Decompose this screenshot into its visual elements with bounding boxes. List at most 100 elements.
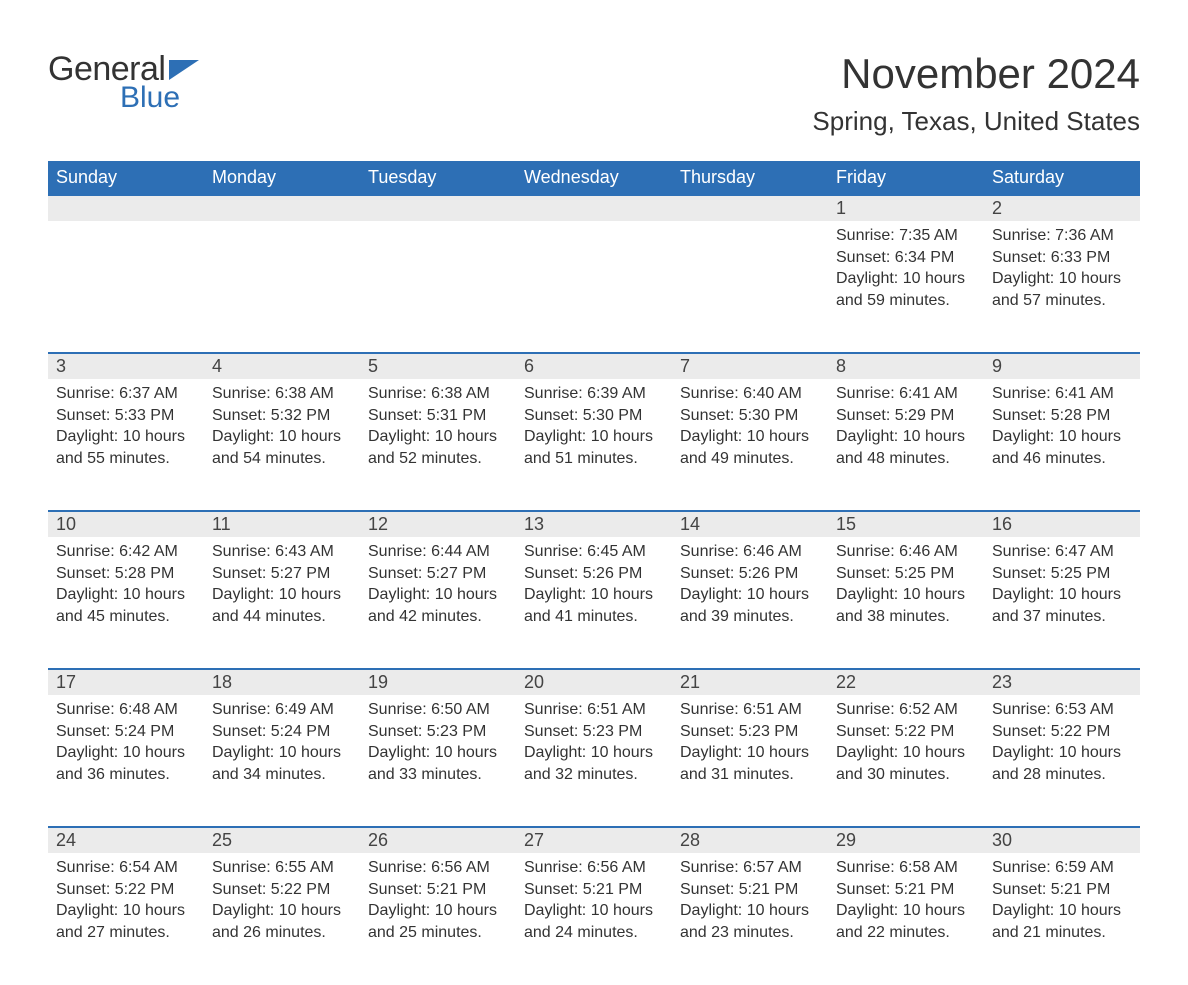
day-content-cell: Sunrise: 6:40 AMSunset: 5:30 PMDaylight:…: [672, 379, 828, 511]
day-number-cell: 23: [984, 669, 1140, 695]
week-daynum-row: 12: [48, 195, 1140, 221]
day-details: Sunrise: 6:57 AMSunset: 5:21 PMDaylight:…: [672, 853, 828, 943]
day-header: Wednesday: [516, 161, 672, 195]
day-header: Sunday: [48, 161, 204, 195]
day-content-cell: Sunrise: 6:57 AMSunset: 5:21 PMDaylight:…: [672, 853, 828, 985]
day-number-cell: 9: [984, 353, 1140, 379]
day-content-cell: Sunrise: 6:56 AMSunset: 5:21 PMDaylight:…: [516, 853, 672, 985]
day-content-cell: Sunrise: 7:35 AMSunset: 6:34 PMDaylight:…: [828, 221, 984, 353]
day-content-cell: Sunrise: 6:51 AMSunset: 5:23 PMDaylight:…: [516, 695, 672, 827]
day-details: Sunrise: 6:39 AMSunset: 5:30 PMDaylight:…: [516, 379, 672, 469]
day-number-cell: 7: [672, 353, 828, 379]
location-subtitle: Spring, Texas, United States: [812, 106, 1140, 137]
day-number-cell: 27: [516, 827, 672, 853]
day-number-cell: 29: [828, 827, 984, 853]
day-content-cell: Sunrise: 6:52 AMSunset: 5:22 PMDaylight:…: [828, 695, 984, 827]
day-details: Sunrise: 6:59 AMSunset: 5:21 PMDaylight:…: [984, 853, 1140, 943]
day-number-cell: 24: [48, 827, 204, 853]
month-title: November 2024: [812, 50, 1140, 98]
day-number-cell: 12: [360, 511, 516, 537]
day-number-cell: 14: [672, 511, 828, 537]
day-content-cell: Sunrise: 6:54 AMSunset: 5:22 PMDaylight:…: [48, 853, 204, 985]
week-content-row: Sunrise: 7:35 AMSunset: 6:34 PMDaylight:…: [48, 221, 1140, 353]
day-number-cell: 21: [672, 669, 828, 695]
day-details: Sunrise: 6:49 AMSunset: 5:24 PMDaylight:…: [204, 695, 360, 785]
day-content-cell: Sunrise: 6:41 AMSunset: 5:29 PMDaylight:…: [828, 379, 984, 511]
day-details: Sunrise: 6:48 AMSunset: 5:24 PMDaylight:…: [48, 695, 204, 785]
day-details: Sunrise: 6:50 AMSunset: 5:23 PMDaylight:…: [360, 695, 516, 785]
day-details: Sunrise: 6:41 AMSunset: 5:28 PMDaylight:…: [984, 379, 1140, 469]
day-details: Sunrise: 6:47 AMSunset: 5:25 PMDaylight:…: [984, 537, 1140, 627]
day-number-cell: [672, 195, 828, 221]
day-content-cell: Sunrise: 6:46 AMSunset: 5:26 PMDaylight:…: [672, 537, 828, 669]
day-number-cell: 4: [204, 353, 360, 379]
day-details: Sunrise: 6:58 AMSunset: 5:21 PMDaylight:…: [828, 853, 984, 943]
day-details: Sunrise: 6:52 AMSunset: 5:22 PMDaylight:…: [828, 695, 984, 785]
day-header: Monday: [204, 161, 360, 195]
day-number-cell: 10: [48, 511, 204, 537]
day-details: Sunrise: 6:53 AMSunset: 5:22 PMDaylight:…: [984, 695, 1140, 785]
day-details: Sunrise: 6:37 AMSunset: 5:33 PMDaylight:…: [48, 379, 204, 469]
day-content-cell: Sunrise: 6:38 AMSunset: 5:32 PMDaylight:…: [204, 379, 360, 511]
day-number-cell: 28: [672, 827, 828, 853]
week-content-row: Sunrise: 6:42 AMSunset: 5:28 PMDaylight:…: [48, 537, 1140, 669]
day-content-cell: Sunrise: 6:53 AMSunset: 5:22 PMDaylight:…: [984, 695, 1140, 827]
day-number-cell: 22: [828, 669, 984, 695]
day-content-cell: Sunrise: 6:56 AMSunset: 5:21 PMDaylight:…: [360, 853, 516, 985]
week-daynum-row: 17181920212223: [48, 669, 1140, 695]
day-content-cell: Sunrise: 6:50 AMSunset: 5:23 PMDaylight:…: [360, 695, 516, 827]
day-content-cell: Sunrise: 6:45 AMSunset: 5:26 PMDaylight:…: [516, 537, 672, 669]
day-content-cell: [516, 221, 672, 353]
day-content-cell: Sunrise: 6:47 AMSunset: 5:25 PMDaylight:…: [984, 537, 1140, 669]
day-number-cell: [516, 195, 672, 221]
week-daynum-row: 3456789: [48, 353, 1140, 379]
day-content-cell: Sunrise: 6:42 AMSunset: 5:28 PMDaylight:…: [48, 537, 204, 669]
day-content-cell: Sunrise: 6:41 AMSunset: 5:28 PMDaylight:…: [984, 379, 1140, 511]
day-header: Saturday: [984, 161, 1140, 195]
week-content-row: Sunrise: 6:54 AMSunset: 5:22 PMDaylight:…: [48, 853, 1140, 985]
day-content-cell: Sunrise: 6:38 AMSunset: 5:31 PMDaylight:…: [360, 379, 516, 511]
day-header: Tuesday: [360, 161, 516, 195]
day-details: Sunrise: 6:51 AMSunset: 5:23 PMDaylight:…: [516, 695, 672, 785]
day-details: Sunrise: 6:55 AMSunset: 5:22 PMDaylight:…: [204, 853, 360, 943]
calendar-table: SundayMondayTuesdayWednesdayThursdayFrid…: [48, 161, 1140, 985]
day-content-cell: Sunrise: 6:49 AMSunset: 5:24 PMDaylight:…: [204, 695, 360, 827]
day-content-cell: Sunrise: 7:36 AMSunset: 6:33 PMDaylight:…: [984, 221, 1140, 353]
title-block: November 2024 Spring, Texas, United Stat…: [812, 50, 1140, 137]
day-details: Sunrise: 7:36 AMSunset: 6:33 PMDaylight:…: [984, 221, 1140, 311]
day-number-cell: 3: [48, 353, 204, 379]
week-daynum-row: 10111213141516: [48, 511, 1140, 537]
day-content-cell: Sunrise: 6:58 AMSunset: 5:21 PMDaylight:…: [828, 853, 984, 985]
day-details: Sunrise: 7:35 AMSunset: 6:34 PMDaylight:…: [828, 221, 984, 311]
day-number-cell: 2: [984, 195, 1140, 221]
day-content-cell: [672, 221, 828, 353]
day-details: Sunrise: 6:54 AMSunset: 5:22 PMDaylight:…: [48, 853, 204, 943]
day-number-cell: 20: [516, 669, 672, 695]
day-details: Sunrise: 6:51 AMSunset: 5:23 PMDaylight:…: [672, 695, 828, 785]
day-details: Sunrise: 6:45 AMSunset: 5:26 PMDaylight:…: [516, 537, 672, 627]
day-details: Sunrise: 6:46 AMSunset: 5:26 PMDaylight:…: [672, 537, 828, 627]
day-content-cell: [360, 221, 516, 353]
day-content-cell: Sunrise: 6:44 AMSunset: 5:27 PMDaylight:…: [360, 537, 516, 669]
day-content-cell: Sunrise: 6:37 AMSunset: 5:33 PMDaylight:…: [48, 379, 204, 511]
day-number-cell: 30: [984, 827, 1140, 853]
day-content-cell: [48, 221, 204, 353]
day-number-cell: 5: [360, 353, 516, 379]
week-content-row: Sunrise: 6:48 AMSunset: 5:24 PMDaylight:…: [48, 695, 1140, 827]
day-header: Friday: [828, 161, 984, 195]
day-content-cell: Sunrise: 6:48 AMSunset: 5:24 PMDaylight:…: [48, 695, 204, 827]
day-number-cell: [204, 195, 360, 221]
day-number-cell: 8: [828, 353, 984, 379]
day-content-cell: Sunrise: 6:51 AMSunset: 5:23 PMDaylight:…: [672, 695, 828, 827]
day-details: Sunrise: 6:41 AMSunset: 5:29 PMDaylight:…: [828, 379, 984, 469]
day-number-cell: 25: [204, 827, 360, 853]
day-number-cell: [48, 195, 204, 221]
day-number-cell: 19: [360, 669, 516, 695]
day-content-cell: Sunrise: 6:43 AMSunset: 5:27 PMDaylight:…: [204, 537, 360, 669]
day-details: Sunrise: 6:42 AMSunset: 5:28 PMDaylight:…: [48, 537, 204, 627]
day-number-cell: 18: [204, 669, 360, 695]
day-number-cell: 26: [360, 827, 516, 853]
day-number-cell: 1: [828, 195, 984, 221]
day-details: Sunrise: 6:40 AMSunset: 5:30 PMDaylight:…: [672, 379, 828, 469]
page-header: General Blue November 2024 Spring, Texas…: [48, 50, 1140, 137]
